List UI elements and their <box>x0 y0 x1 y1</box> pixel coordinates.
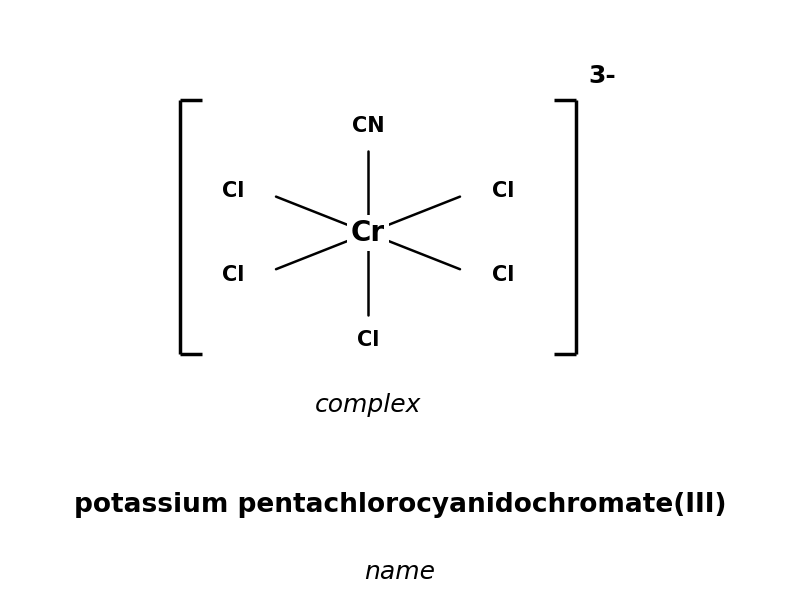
Text: Cl: Cl <box>492 265 514 286</box>
Text: Cr: Cr <box>351 219 385 247</box>
Text: CN: CN <box>352 116 384 136</box>
Text: potassium pentachlorocyanidochromate(III): potassium pentachlorocyanidochromate(III… <box>74 492 726 518</box>
Text: complex: complex <box>315 393 421 417</box>
Text: Cl: Cl <box>357 330 379 350</box>
Text: name: name <box>365 560 435 584</box>
Text: Cl: Cl <box>222 265 244 286</box>
Text: 3-: 3- <box>588 64 616 88</box>
Text: Cl: Cl <box>492 180 514 201</box>
Text: Cl: Cl <box>222 180 244 201</box>
